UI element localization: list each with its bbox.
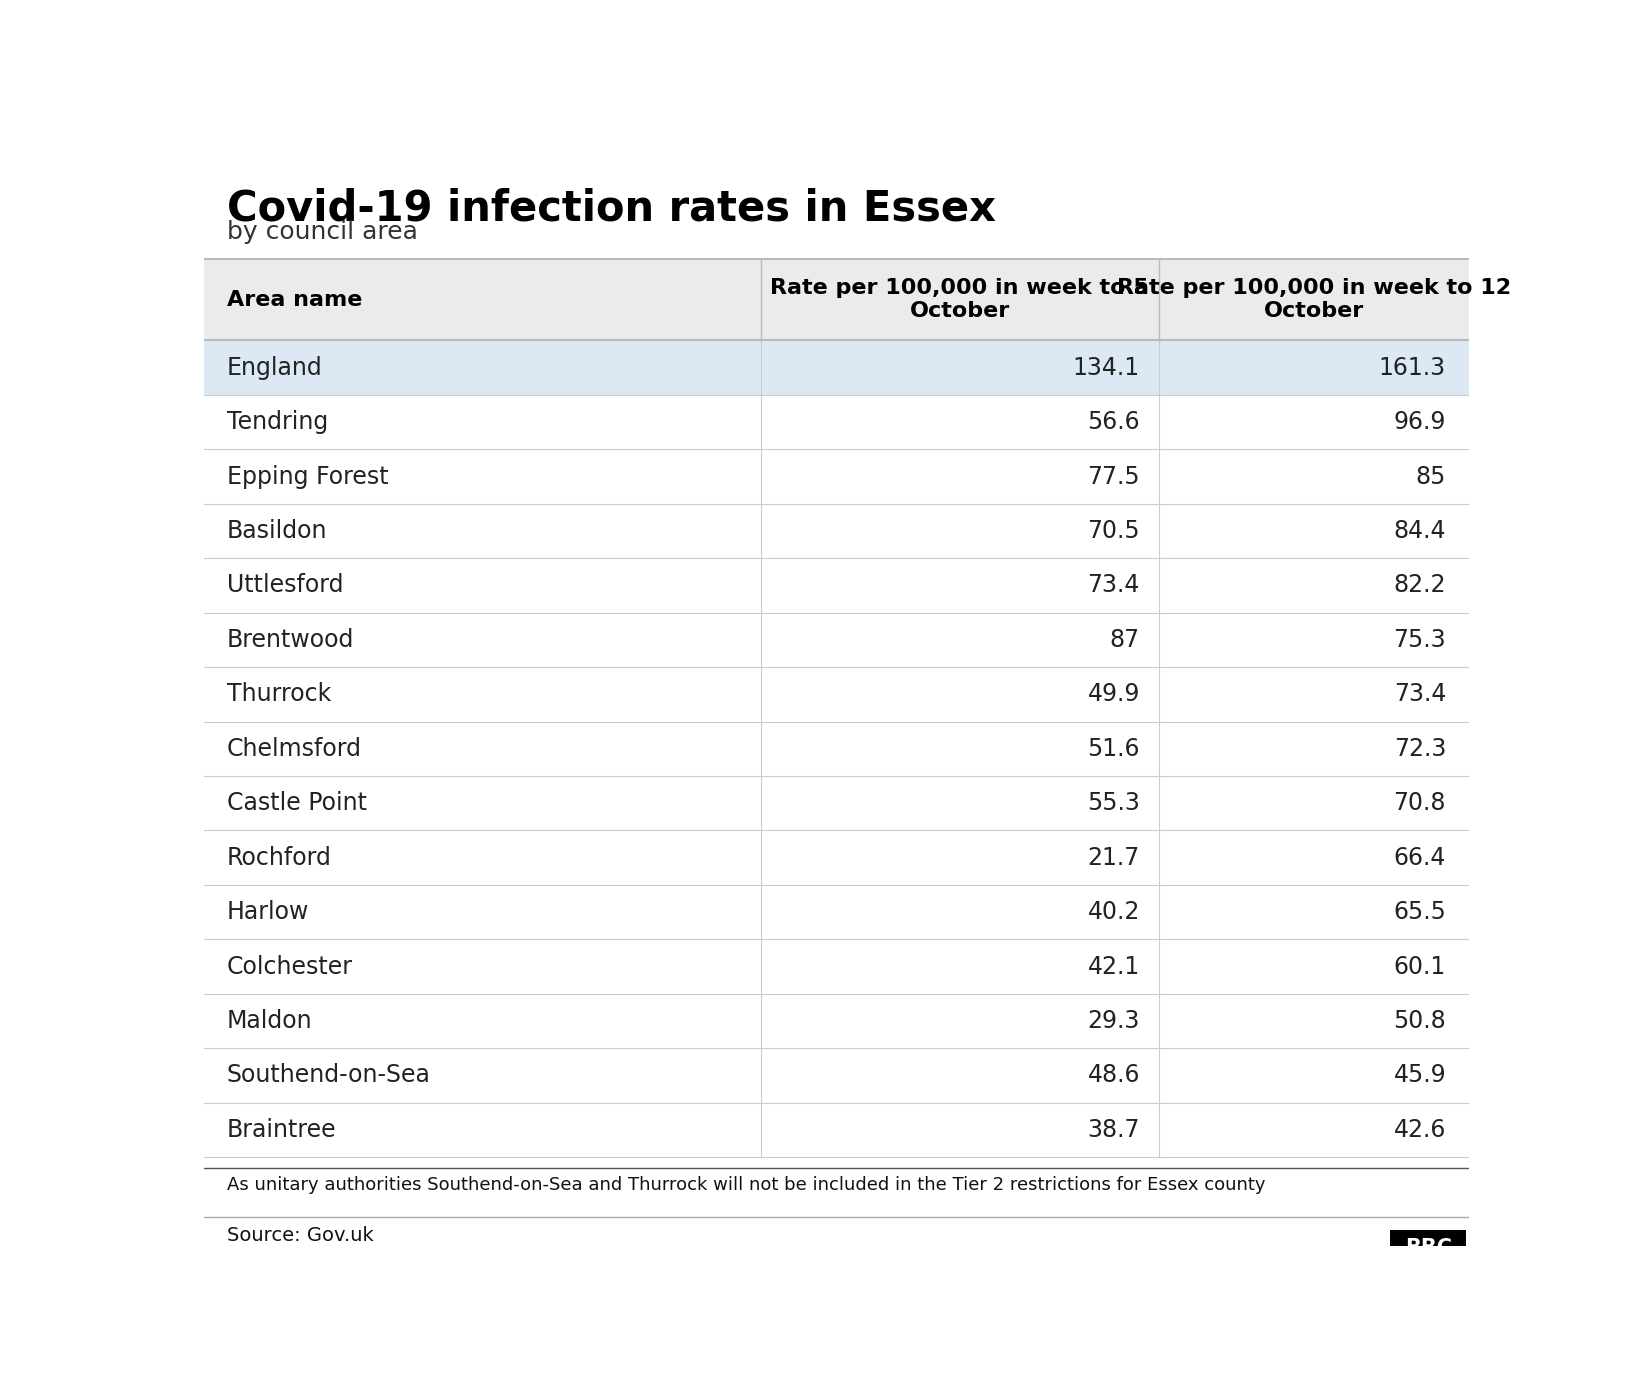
Text: 42.1: 42.1 <box>1087 955 1139 979</box>
Text: 49.9: 49.9 <box>1087 682 1139 707</box>
Text: 161.3: 161.3 <box>1379 356 1446 379</box>
Text: Colchester: Colchester <box>227 955 353 979</box>
Text: 77.5: 77.5 <box>1087 465 1139 489</box>
Text: Rochford: Rochford <box>227 846 331 869</box>
Text: BBC: BBC <box>1405 1238 1452 1257</box>
Text: Basildon: Basildon <box>227 519 328 543</box>
Text: Castle Point: Castle Point <box>227 791 367 815</box>
Text: 134.1: 134.1 <box>1072 356 1139 379</box>
Text: 56.6: 56.6 <box>1087 410 1139 434</box>
Text: 85: 85 <box>1415 465 1446 489</box>
Text: Epping Forest: Epping Forest <box>227 465 388 489</box>
Text: 70.5: 70.5 <box>1087 519 1139 543</box>
Text: 48.6: 48.6 <box>1087 1064 1139 1088</box>
Text: Area name: Area name <box>227 290 362 309</box>
Text: 65.5: 65.5 <box>1394 900 1446 924</box>
Text: 45.9: 45.9 <box>1394 1064 1446 1088</box>
Text: Rate per 100,000 in week to 5
October: Rate per 100,000 in week to 5 October <box>770 279 1149 321</box>
Text: Uttlesford: Uttlesford <box>227 574 343 598</box>
Text: 73.4: 73.4 <box>1394 682 1446 707</box>
Text: Rate per 100,000 in week to 12
October: Rate per 100,000 in week to 12 October <box>1116 279 1511 321</box>
Text: Southend-on-Sea: Southend-on-Sea <box>227 1064 431 1088</box>
Text: 87: 87 <box>1110 627 1139 652</box>
Text: 70.8: 70.8 <box>1394 791 1446 815</box>
Text: 96.9: 96.9 <box>1394 410 1446 434</box>
Text: England: England <box>227 356 323 379</box>
Bar <box>204 340 1469 395</box>
Text: 40.2: 40.2 <box>1087 900 1139 924</box>
Text: Thurrock: Thurrock <box>227 682 331 707</box>
Text: 75.3: 75.3 <box>1394 627 1446 652</box>
Text: by council area: by council area <box>227 220 418 244</box>
Text: 42.6: 42.6 <box>1394 1117 1446 1142</box>
Text: Maldon: Maldon <box>227 1009 312 1033</box>
Bar <box>1390 1231 1466 1264</box>
Text: 72.3: 72.3 <box>1394 736 1446 760</box>
Text: Source: Gov.uk: Source: Gov.uk <box>227 1226 374 1245</box>
Text: Brentwood: Brentwood <box>227 627 354 652</box>
Text: 51.6: 51.6 <box>1087 736 1139 760</box>
Text: 84.4: 84.4 <box>1394 519 1446 543</box>
Text: 55.3: 55.3 <box>1087 791 1139 815</box>
Text: 21.7: 21.7 <box>1087 846 1139 869</box>
Text: 50.8: 50.8 <box>1394 1009 1446 1033</box>
Text: As unitary authorities Southend-on-Sea and Thurrock will not be included in the : As unitary authorities Southend-on-Sea a… <box>227 1176 1265 1194</box>
Text: Chelmsford: Chelmsford <box>227 736 362 760</box>
Text: Covid-19 infection rates in Essex: Covid-19 infection rates in Essex <box>227 188 996 230</box>
Text: 29.3: 29.3 <box>1087 1009 1139 1033</box>
Text: 38.7: 38.7 <box>1087 1117 1139 1142</box>
Text: 82.2: 82.2 <box>1394 574 1446 598</box>
Text: 66.4: 66.4 <box>1394 846 1446 869</box>
Bar <box>204 259 1469 340</box>
Text: Braintree: Braintree <box>227 1117 336 1142</box>
Text: Harlow: Harlow <box>227 900 308 924</box>
Text: 73.4: 73.4 <box>1087 574 1139 598</box>
Text: Tendring: Tendring <box>227 410 328 434</box>
Text: 60.1: 60.1 <box>1394 955 1446 979</box>
